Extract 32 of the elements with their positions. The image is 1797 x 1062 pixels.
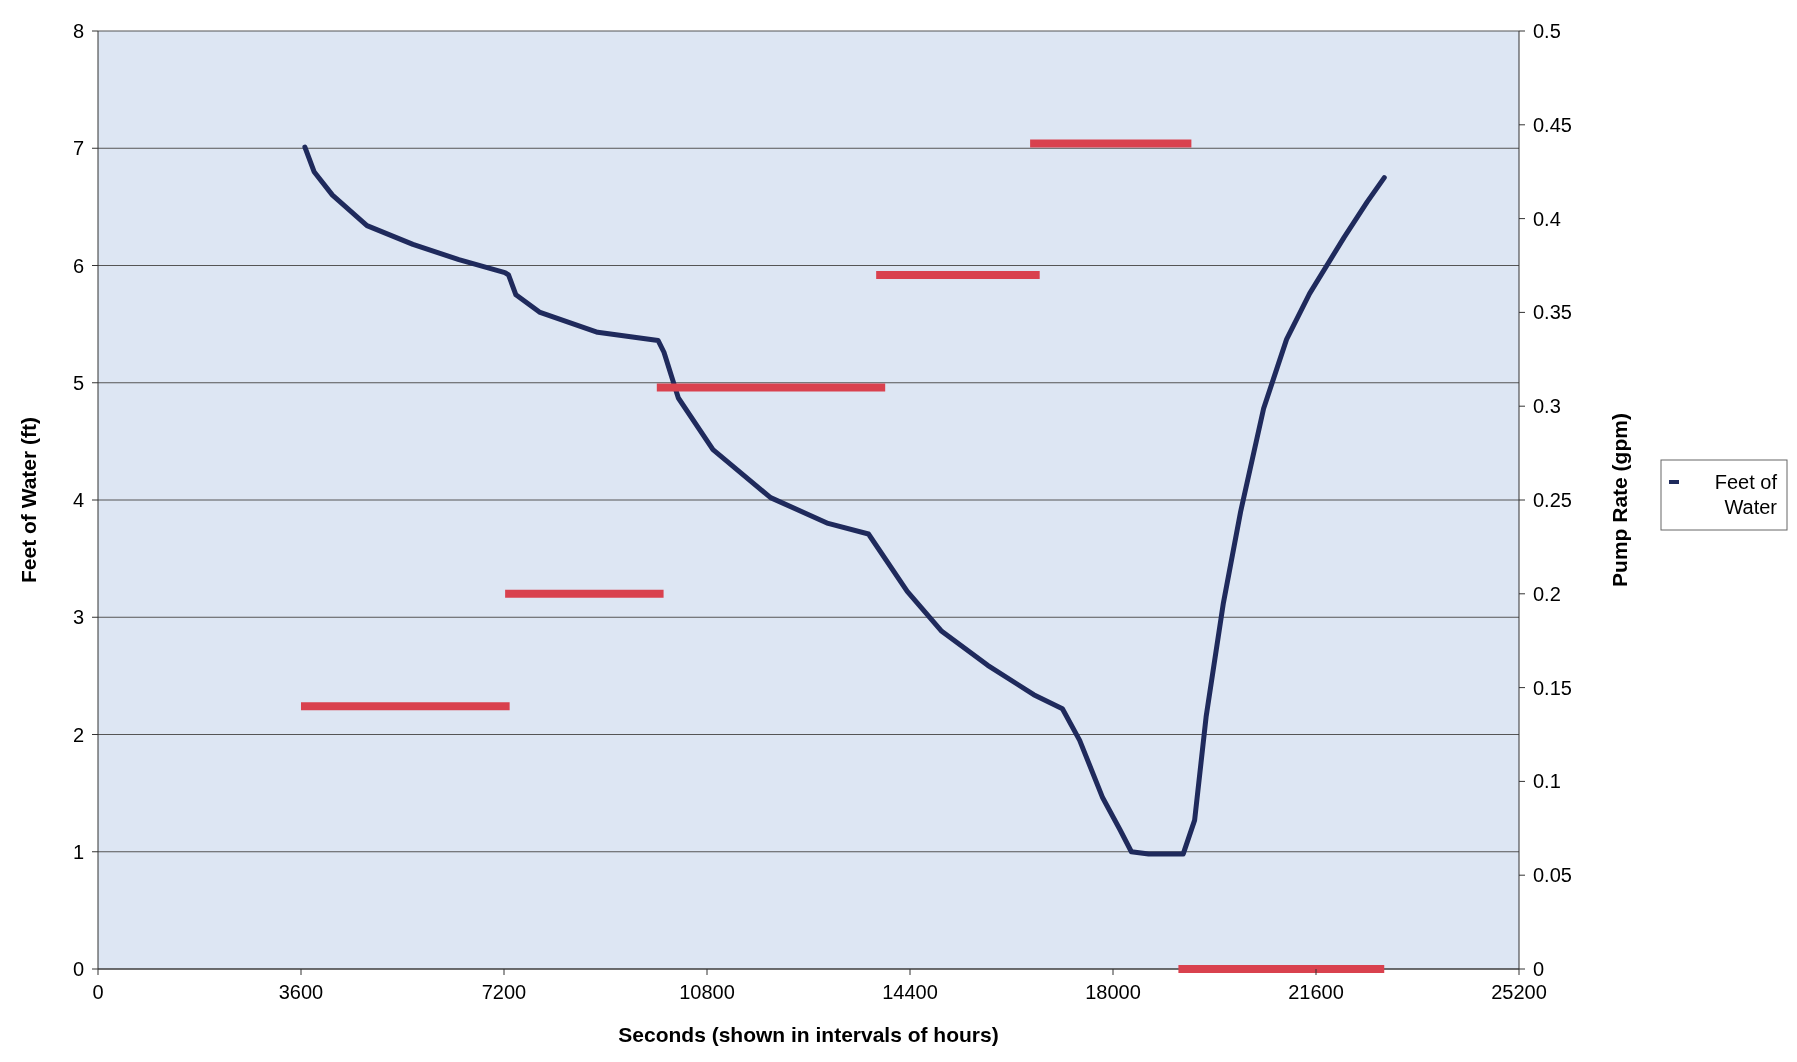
y2-tick-label: 0.2 — [1533, 582, 1561, 605]
x-tick-label: 25200 — [1491, 981, 1547, 1003]
y2-axis-title: Pump Rate (gpm) — [1608, 413, 1631, 587]
x-tick-label: 21600 — [1288, 981, 1344, 1003]
y2-tick-label: 0.45 — [1533, 113, 1572, 136]
y2-tick-label: 0.25 — [1533, 489, 1572, 511]
y2-tick-label: 0.15 — [1533, 676, 1572, 699]
y-tick-label: 1 — [72, 840, 84, 863]
y2-tick-label: 0.5 — [1533, 20, 1561, 42]
y-tick-label: 6 — [72, 254, 84, 277]
y2-tick-label: 0.05 — [1533, 864, 1572, 887]
y2-tick-label: 0.1 — [1533, 770, 1561, 793]
x-tick-label: 10800 — [679, 981, 735, 1003]
y-tick-label: 7 — [72, 137, 84, 160]
y2-tick-label: 0.4 — [1533, 207, 1561, 230]
y-tick-label: 8 — [72, 20, 84, 42]
y-tick-label: 4 — [72, 489, 84, 511]
y2-tick-label: 0.3 — [1533, 395, 1561, 418]
legend-label: Feet of Water — [1714, 471, 1778, 518]
y2-tick-label: 0 — [1533, 958, 1545, 980]
x-tick-label: 7200 — [481, 981, 527, 1003]
y-axis-title: Feet of Water (ft) — [17, 416, 40, 584]
y-tick-label: 0 — [72, 958, 84, 980]
y-tick-label: 5 — [72, 371, 84, 394]
x-tick-label: 0 — [92, 981, 104, 1003]
x-axis-title: Seconds (shown in intervals of hours) — [618, 1023, 999, 1046]
y-tick-label: 3 — [72, 606, 84, 629]
x-tick-label: 3600 — [278, 981, 324, 1003]
y2-tick-label: 0.35 — [1533, 301, 1572, 324]
x-tick-label: 18000 — [1085, 981, 1141, 1003]
y-tick-label: 2 — [72, 723, 84, 746]
x-tick-label: 14400 — [882, 981, 938, 1003]
